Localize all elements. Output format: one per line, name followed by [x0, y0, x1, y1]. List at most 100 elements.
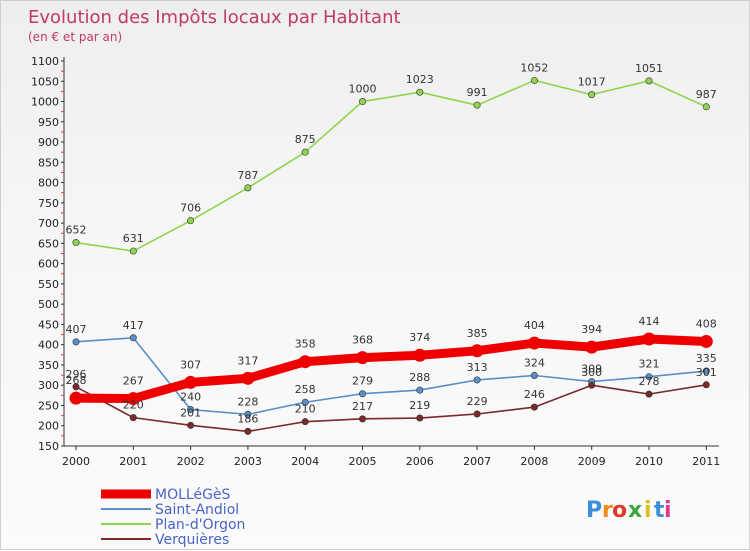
data-label: 240 — [180, 391, 201, 404]
data-point — [187, 406, 195, 414]
y-tick-label: 350 — [38, 359, 59, 372]
x-tick-label: 2004 — [291, 455, 319, 468]
data-point — [129, 334, 137, 342]
data-point — [642, 332, 656, 346]
data-label: 1000 — [349, 83, 377, 96]
data-point — [358, 390, 366, 398]
data-point — [470, 344, 484, 358]
chart-title: Evolution des Impôts locaux par Habitant — [28, 7, 401, 28]
data-point — [645, 390, 653, 398]
data-label: 229 — [467, 395, 488, 408]
data-point — [530, 371, 538, 379]
data-point — [702, 381, 710, 389]
series-layer: 268 267 307 317 358 368 374 385 404 394 414 408 407 4… — [66, 61, 717, 435]
data-point — [129, 414, 137, 422]
data-label: 706 — [180, 202, 201, 215]
data-point — [244, 427, 252, 435]
series-2 — [72, 76, 710, 255]
y-tick-label: 650 — [38, 237, 59, 250]
data-label: 1052 — [520, 61, 548, 74]
y-tick-label: 800 — [38, 177, 59, 190]
chart-subtitle: (en € et par an) — [28, 30, 122, 44]
data-label: 217 — [352, 400, 373, 413]
legend-label: MOLLéGèS — [155, 487, 231, 503]
data-point — [69, 391, 83, 405]
data-label: 358 — [295, 338, 316, 351]
data-label: 278 — [639, 375, 660, 388]
data-label: 991 — [467, 86, 488, 99]
data-point — [72, 383, 80, 391]
data-label: 246 — [524, 388, 545, 401]
x-tick-label: 2009 — [578, 455, 606, 468]
data-point — [645, 77, 653, 85]
logo-letter: x — [628, 498, 642, 523]
data-label: 652 — [66, 224, 87, 237]
data-point — [72, 338, 80, 346]
data-label: 186 — [237, 412, 258, 425]
series-line — [75, 79, 708, 252]
series-0 — [69, 332, 713, 406]
series-line — [71, 334, 711, 404]
data-label: 374 — [409, 331, 430, 344]
data-label: 301 — [696, 366, 717, 379]
x-tick-label: 2008 — [520, 455, 548, 468]
y-tick-label: 950 — [38, 116, 59, 129]
data-label: 417 — [123, 319, 144, 332]
x-tick-label: 2003 — [234, 455, 262, 468]
data-label: 313 — [467, 361, 488, 374]
x-tick-label: 2005 — [349, 455, 377, 468]
data-label: 296 — [66, 368, 87, 381]
y-tick-label: 750 — [38, 197, 59, 210]
data-point — [645, 373, 653, 381]
data-point — [588, 91, 596, 99]
data-point — [416, 414, 424, 422]
data-point — [301, 398, 309, 406]
y-tick-label: 600 — [38, 258, 59, 271]
data-label: 394 — [581, 323, 602, 336]
data-point — [301, 148, 309, 156]
data-point — [241, 371, 255, 385]
data-point — [184, 375, 198, 389]
y-tick-label: 1000 — [31, 96, 59, 109]
data-point — [187, 421, 195, 429]
data-label: 307 — [180, 358, 201, 371]
data-label: 335 — [696, 352, 717, 365]
data-label: 288 — [409, 371, 430, 384]
data-label: 368 — [352, 334, 373, 347]
data-label: 408 — [696, 317, 717, 330]
data-label: 267 — [123, 375, 144, 388]
y-tick-label: 500 — [38, 298, 59, 311]
x-tick-label: 2007 — [463, 455, 491, 468]
y-tick-label: 1050 — [31, 75, 59, 88]
logo-letter: t — [654, 498, 665, 523]
y-tick-label: 150 — [38, 440, 59, 453]
data-point — [473, 410, 481, 418]
series-3 — [72, 381, 710, 435]
data-label: 1051 — [635, 62, 663, 75]
data-label: 1017 — [578, 76, 606, 89]
x-tick-label: 2000 — [62, 455, 90, 468]
x-tick-label: 2010 — [635, 455, 663, 468]
data-label: 228 — [237, 395, 258, 408]
data-label: 787 — [237, 169, 258, 182]
series-1 — [72, 334, 710, 418]
data-label: 317 — [237, 354, 258, 367]
x-tick-label: 2002 — [177, 455, 205, 468]
data-point — [129, 247, 137, 255]
axes: 150 200 250 300 350 400 450 500 550 600 650 700 750 8… — [31, 55, 720, 468]
legend: MOLLéGèSSaint-AndiolPlan-d'OrgonVerquièr… — [101, 487, 245, 548]
data-point — [585, 340, 599, 354]
logo-letter: r — [602, 498, 613, 523]
data-point — [530, 403, 538, 411]
logo-letter: i — [664, 498, 672, 523]
data-point — [358, 415, 366, 423]
x-tick-label: 2001 — [119, 455, 147, 468]
x-tick-label: 2011 — [692, 455, 720, 468]
data-label: 631 — [123, 232, 144, 245]
data-label: 268 — [66, 374, 87, 387]
data-point — [187, 217, 195, 225]
series-line — [75, 384, 708, 433]
